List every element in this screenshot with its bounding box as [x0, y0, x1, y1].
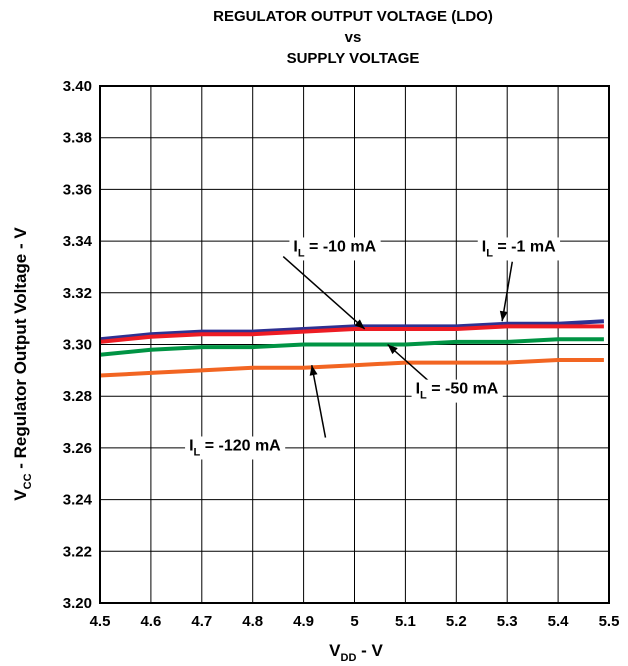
annotation-label-1: IL = -10 mA [293, 238, 376, 259]
plot-frame [99, 85, 610, 604]
x-axis-label-suffix: - V [356, 641, 383, 660]
annotation-leader-2 [501, 261, 514, 322]
annotation-label-main: I [189, 437, 193, 454]
x-axis-label-main: V [329, 641, 341, 660]
annotation-label-text: = -10 mA [305, 238, 377, 255]
y-tick-label: 3.22 [63, 543, 92, 560]
x-tick-label: 4.5 [90, 613, 111, 630]
chart-title: REGULATOR OUTPUT VOLTAGE (LDO) vs SUPPLY… [213, 8, 493, 67]
y-tick-label: 3.36 [63, 181, 92, 198]
y-tick-label: 3.20 [63, 595, 92, 612]
y-tick-label: 3.32 [63, 285, 92, 302]
annotation-label-2: IL = -1 mA [482, 238, 556, 259]
x-tick-label: 5.4 [548, 613, 570, 630]
annotation-leader-4 [311, 365, 327, 438]
x-axis-label: VDD - V [329, 641, 383, 664]
annotation-label-text: = -50 mA [427, 381, 499, 398]
x-tick-label: 5.1 [395, 613, 416, 630]
x-tick-label: 4.7 [191, 613, 212, 630]
annotation-label-4: IL = -120 mA [189, 437, 281, 458]
y-tick-label: 3.26 [63, 440, 92, 457]
x-tick-labels: 4.5 4.6 4.7 4.8 4.9 5 5.1 5.2 5.3 5.4 5.5 [90, 613, 620, 630]
x-tick-label: 4.8 [242, 613, 263, 630]
annotation-label-text: = -120 mA [200, 437, 281, 454]
y-tick-labels: 3.20 3.22 3.24 3.26 3.28 3.30 3.32 3.34 3.36 3.38… [63, 78, 93, 612]
x-tick-label: 5.5 [599, 613, 620, 630]
series-layer [99, 319, 605, 378]
x-tick-label: 5.3 [497, 613, 518, 630]
annotation-label-bg-2 [477, 237, 561, 261]
x-tick-label: 5 [350, 613, 358, 630]
annotation-leader-1 [282, 256, 366, 330]
series-line-4 [99, 358, 604, 378]
series-line-1 [99, 319, 605, 342]
y-tick-label: 3.30 [63, 337, 92, 354]
annotation-label-sub: L [298, 247, 305, 259]
annotation-label-sub: L [486, 247, 493, 259]
annotation-label-bg-1 [289, 237, 381, 261]
y-tick-label: 3.24 [63, 492, 93, 509]
y-tick-label: 3.38 [63, 130, 92, 147]
x-axis-label-sub: DD [341, 652, 357, 664]
x-tick-label: 4.6 [140, 613, 161, 630]
annotation-label-3: IL = -50 mA [416, 381, 499, 402]
series-line-3 [99, 337, 604, 357]
x-tick-label: 4.9 [293, 613, 314, 630]
annotation-label-bg-4 [185, 436, 286, 460]
annotation-arrowhead-2 [499, 310, 508, 322]
title-line-3: SUPPLY VOLTAGE [287, 50, 420, 67]
y-tick-label: 3.34 [63, 233, 93, 250]
annotation-arrowhead-4 [309, 365, 318, 376]
y-axis-label-suffix: - Regulator Output Voltage - V [11, 227, 30, 474]
annotation-label-text: = -1 mA [493, 238, 556, 255]
y-axis-label: VCC - Regulator Output Voltage - V [11, 227, 34, 501]
y-tick-label: 3.28 [63, 388, 92, 405]
annotation-label-main: I [293, 238, 297, 255]
annotation-label-main: I [416, 381, 420, 398]
title-line-2: vs [345, 29, 362, 46]
annotation-label-main: I [482, 238, 486, 255]
y-tick-label: 3.40 [63, 78, 92, 95]
title-line-1: REGULATOR OUTPUT VOLTAGE (LDO) [213, 8, 493, 25]
annotation-arrowhead-1 [354, 319, 365, 329]
series-line-2 [99, 324, 604, 344]
x-tick-label: 5.2 [446, 613, 467, 630]
annotation-arrowhead-3 [387, 344, 398, 355]
annotation-label-bg-3 [411, 379, 503, 403]
y-axis-label-main: V [11, 489, 30, 501]
y-axis-label-sub: CC [22, 473, 34, 489]
annotation-label-sub: L [420, 390, 427, 402]
annotation-label-sub: L [194, 446, 201, 458]
